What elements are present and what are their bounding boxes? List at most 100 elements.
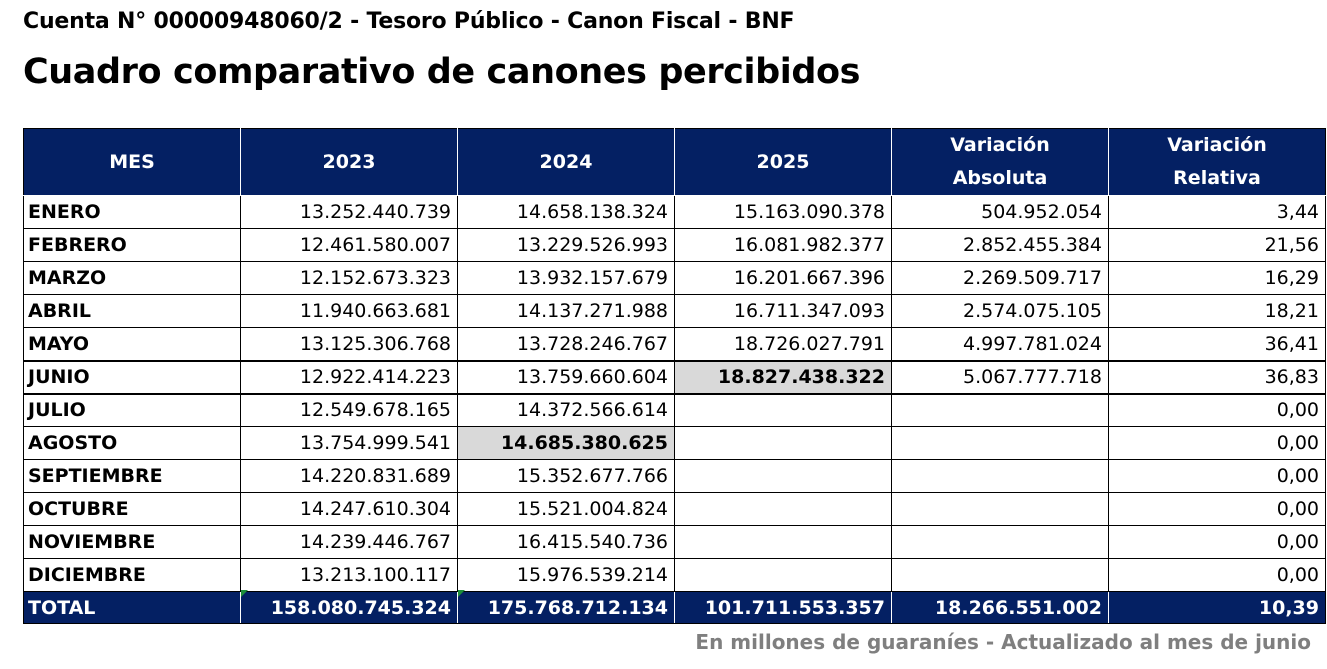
value-2025-cell: 15.163.090.378 (674, 195, 892, 229)
column-header-label-line1: Variación (950, 134, 1050, 156)
table-row: OCTUBRE 14.247.610.304 15.521.004.824 0,… (23, 492, 1326, 526)
value-2024-cell: 13.229.526.993 (457, 228, 675, 262)
variation-absolute-cell (891, 492, 1109, 526)
value-2024-cell: 14.137.271.988 (457, 294, 675, 328)
table-row: JULIO 12.549.678.165 14.372.566.614 0,00 (23, 393, 1326, 427)
column-header-label-line2: Absoluta (952, 167, 1048, 189)
variation-relative-cell: 21,56 (1108, 228, 1326, 262)
value-2025-cell-highlighted: 18.827.438.322 (674, 359, 892, 395)
column-header-mes: MES (23, 128, 241, 196)
variation-relative-cell: 0,00 (1108, 393, 1326, 427)
variation-absolute-cell (891, 525, 1109, 559)
variation-absolute-cell: 4.997.781.024 (891, 327, 1109, 361)
month-cell: OCTUBRE (23, 492, 241, 526)
value-2024-cell: 13.932.157.679 (457, 261, 675, 295)
value-2023-cell: 14.220.831.689 (240, 459, 458, 493)
variation-absolute-cell: 5.067.777.718 (891, 359, 1109, 395)
value-2025-cell: 16.201.667.396 (674, 261, 892, 295)
value-2025-cell: 16.081.982.377 (674, 228, 892, 262)
variation-relative-cell: 0,00 (1108, 426, 1326, 460)
footnote: En millones de guaraníes - Actualizado a… (695, 630, 1311, 654)
table-row: MARZO 12.152.673.323 13.932.157.679 16.2… (23, 261, 1326, 295)
table-body: ENERO 13.252.440.739 14.658.138.324 15.1… (23, 195, 1326, 592)
table-row: MAYO 13.125.306.768 13.728.246.767 18.72… (23, 327, 1326, 361)
total-variation-absolute-cell: 18.266.551.002 (891, 591, 1109, 624)
value-2023-cell: 11.940.663.681 (240, 294, 458, 328)
column-header-label-line1: Variación (1167, 134, 1267, 156)
value-2024-cell: 15.352.677.766 (457, 459, 675, 493)
value-2023-cell: 12.461.580.007 (240, 228, 458, 262)
value-2024-cell: 15.976.539.214 (457, 558, 675, 592)
value-2023-cell: 14.247.610.304 (240, 492, 458, 526)
variation-absolute-cell: 2.574.075.105 (891, 294, 1109, 328)
variation-relative-cell: 16,29 (1108, 261, 1326, 295)
value-2023-cell: 13.125.306.768 (240, 327, 458, 361)
table-row-current-month: JUNIO 12.922.414.223 13.759.660.604 18.8… (23, 359, 1326, 395)
month-cell: SEPTIEMBRE (23, 459, 241, 493)
variation-relative-cell: 36,41 (1108, 327, 1326, 361)
column-header-variacion-relativa: Variación Relativa (1108, 128, 1326, 196)
column-header-2024: 2024 (457, 128, 675, 196)
value-2025-cell (674, 393, 892, 427)
comparison-table: MES 2023 2024 2025 Variación Absoluta Va… (23, 128, 1326, 624)
value-2023-cell: 13.252.440.739 (240, 195, 458, 229)
table-row: AGOSTO 13.754.999.541 14.685.380.625 0,0… (23, 426, 1326, 460)
table-row: FEBRERO 12.461.580.007 13.229.526.993 16… (23, 228, 1326, 262)
total-2025-cell: 101.711.553.357 (674, 591, 892, 624)
month-cell: ENERO (23, 195, 241, 229)
column-header-variacion-absoluta: Variación Absoluta (891, 128, 1109, 196)
value-2023-cell: 13.213.100.117 (240, 558, 458, 592)
table-row: NOVIEMBRE 14.239.446.767 16.415.540.736 … (23, 525, 1326, 559)
value-2024-cell: 15.521.004.824 (457, 492, 675, 526)
page-title: Cuadro comparativo de canones percibidos (23, 52, 861, 92)
month-cell: FEBRERO (23, 228, 241, 262)
total-variation-relative-cell: 10,39 (1108, 591, 1326, 624)
month-cell: JUNIO (23, 359, 241, 395)
variation-absolute-cell (891, 393, 1109, 427)
column-header-label-line2: Relativa (1173, 167, 1261, 189)
variation-absolute-cell: 504.952.054 (891, 195, 1109, 229)
total-label-cell: TOTAL (23, 591, 241, 624)
value-2023-cell: 12.152.673.323 (240, 261, 458, 295)
variation-relative-cell: 36,83 (1108, 359, 1326, 395)
month-cell: JULIO (23, 393, 241, 427)
variation-relative-cell: 3,44 (1108, 195, 1326, 229)
table-row: DICIEMBRE 13.213.100.117 15.976.539.214 … (23, 558, 1326, 592)
column-header-2025: 2025 (674, 128, 892, 196)
total-2023-cell: 158.080.745.324 (240, 591, 458, 624)
variation-relative-cell: 0,00 (1108, 558, 1326, 592)
variation-relative-cell: 0,00 (1108, 459, 1326, 493)
cell-error-indicator-icon (241, 590, 248, 597)
month-cell: MAYO (23, 327, 241, 361)
total-row: TOTAL 158.080.745.324 175.768.712.134 10… (23, 591, 1326, 624)
cell-error-indicator-icon (458, 590, 465, 597)
table-row: ENERO 13.252.440.739 14.658.138.324 15.1… (23, 195, 1326, 229)
variation-absolute-cell: 2.852.455.384 (891, 228, 1109, 262)
variation-absolute-cell (891, 558, 1109, 592)
value-2024-cell: 13.759.660.604 (457, 359, 675, 395)
month-cell: AGOSTO (23, 426, 241, 460)
value-2025-cell (674, 558, 892, 592)
value-2023-cell: 14.239.446.767 (240, 525, 458, 559)
value-2024-cell: 14.658.138.324 (457, 195, 675, 229)
variation-relative-cell: 0,00 (1108, 525, 1326, 559)
month-cell: ABRIL (23, 294, 241, 328)
value-2025-cell (674, 492, 892, 526)
table-row: ABRIL 11.940.663.681 14.137.271.988 16.7… (23, 294, 1326, 328)
value-2023-cell: 13.754.999.541 (240, 426, 458, 460)
variation-absolute-cell: 2.269.509.717 (891, 261, 1109, 295)
value-2023-cell: 12.549.678.165 (240, 393, 458, 427)
month-cell: DICIEMBRE (23, 558, 241, 592)
table-header: MES 2023 2024 2025 Variación Absoluta Va… (23, 128, 1326, 196)
column-header-2023: 2023 (240, 128, 458, 196)
table-footer: TOTAL 158.080.745.324 175.768.712.134 10… (23, 591, 1326, 624)
value-2024-cell-highlighted: 14.685.380.625 (457, 426, 675, 460)
variation-absolute-cell (891, 459, 1109, 493)
value-2024-cell: 14.372.566.614 (457, 393, 675, 427)
total-2024-cell: 175.768.712.134 (457, 591, 675, 624)
value-2024-cell: 13.728.246.767 (457, 327, 675, 361)
value-2025-cell (674, 426, 892, 460)
value-2025-cell: 18.726.027.791 (674, 327, 892, 361)
value-2024-cell: 16.415.540.736 (457, 525, 675, 559)
table-row: SEPTIEMBRE 14.220.831.689 15.352.677.766… (23, 459, 1326, 493)
